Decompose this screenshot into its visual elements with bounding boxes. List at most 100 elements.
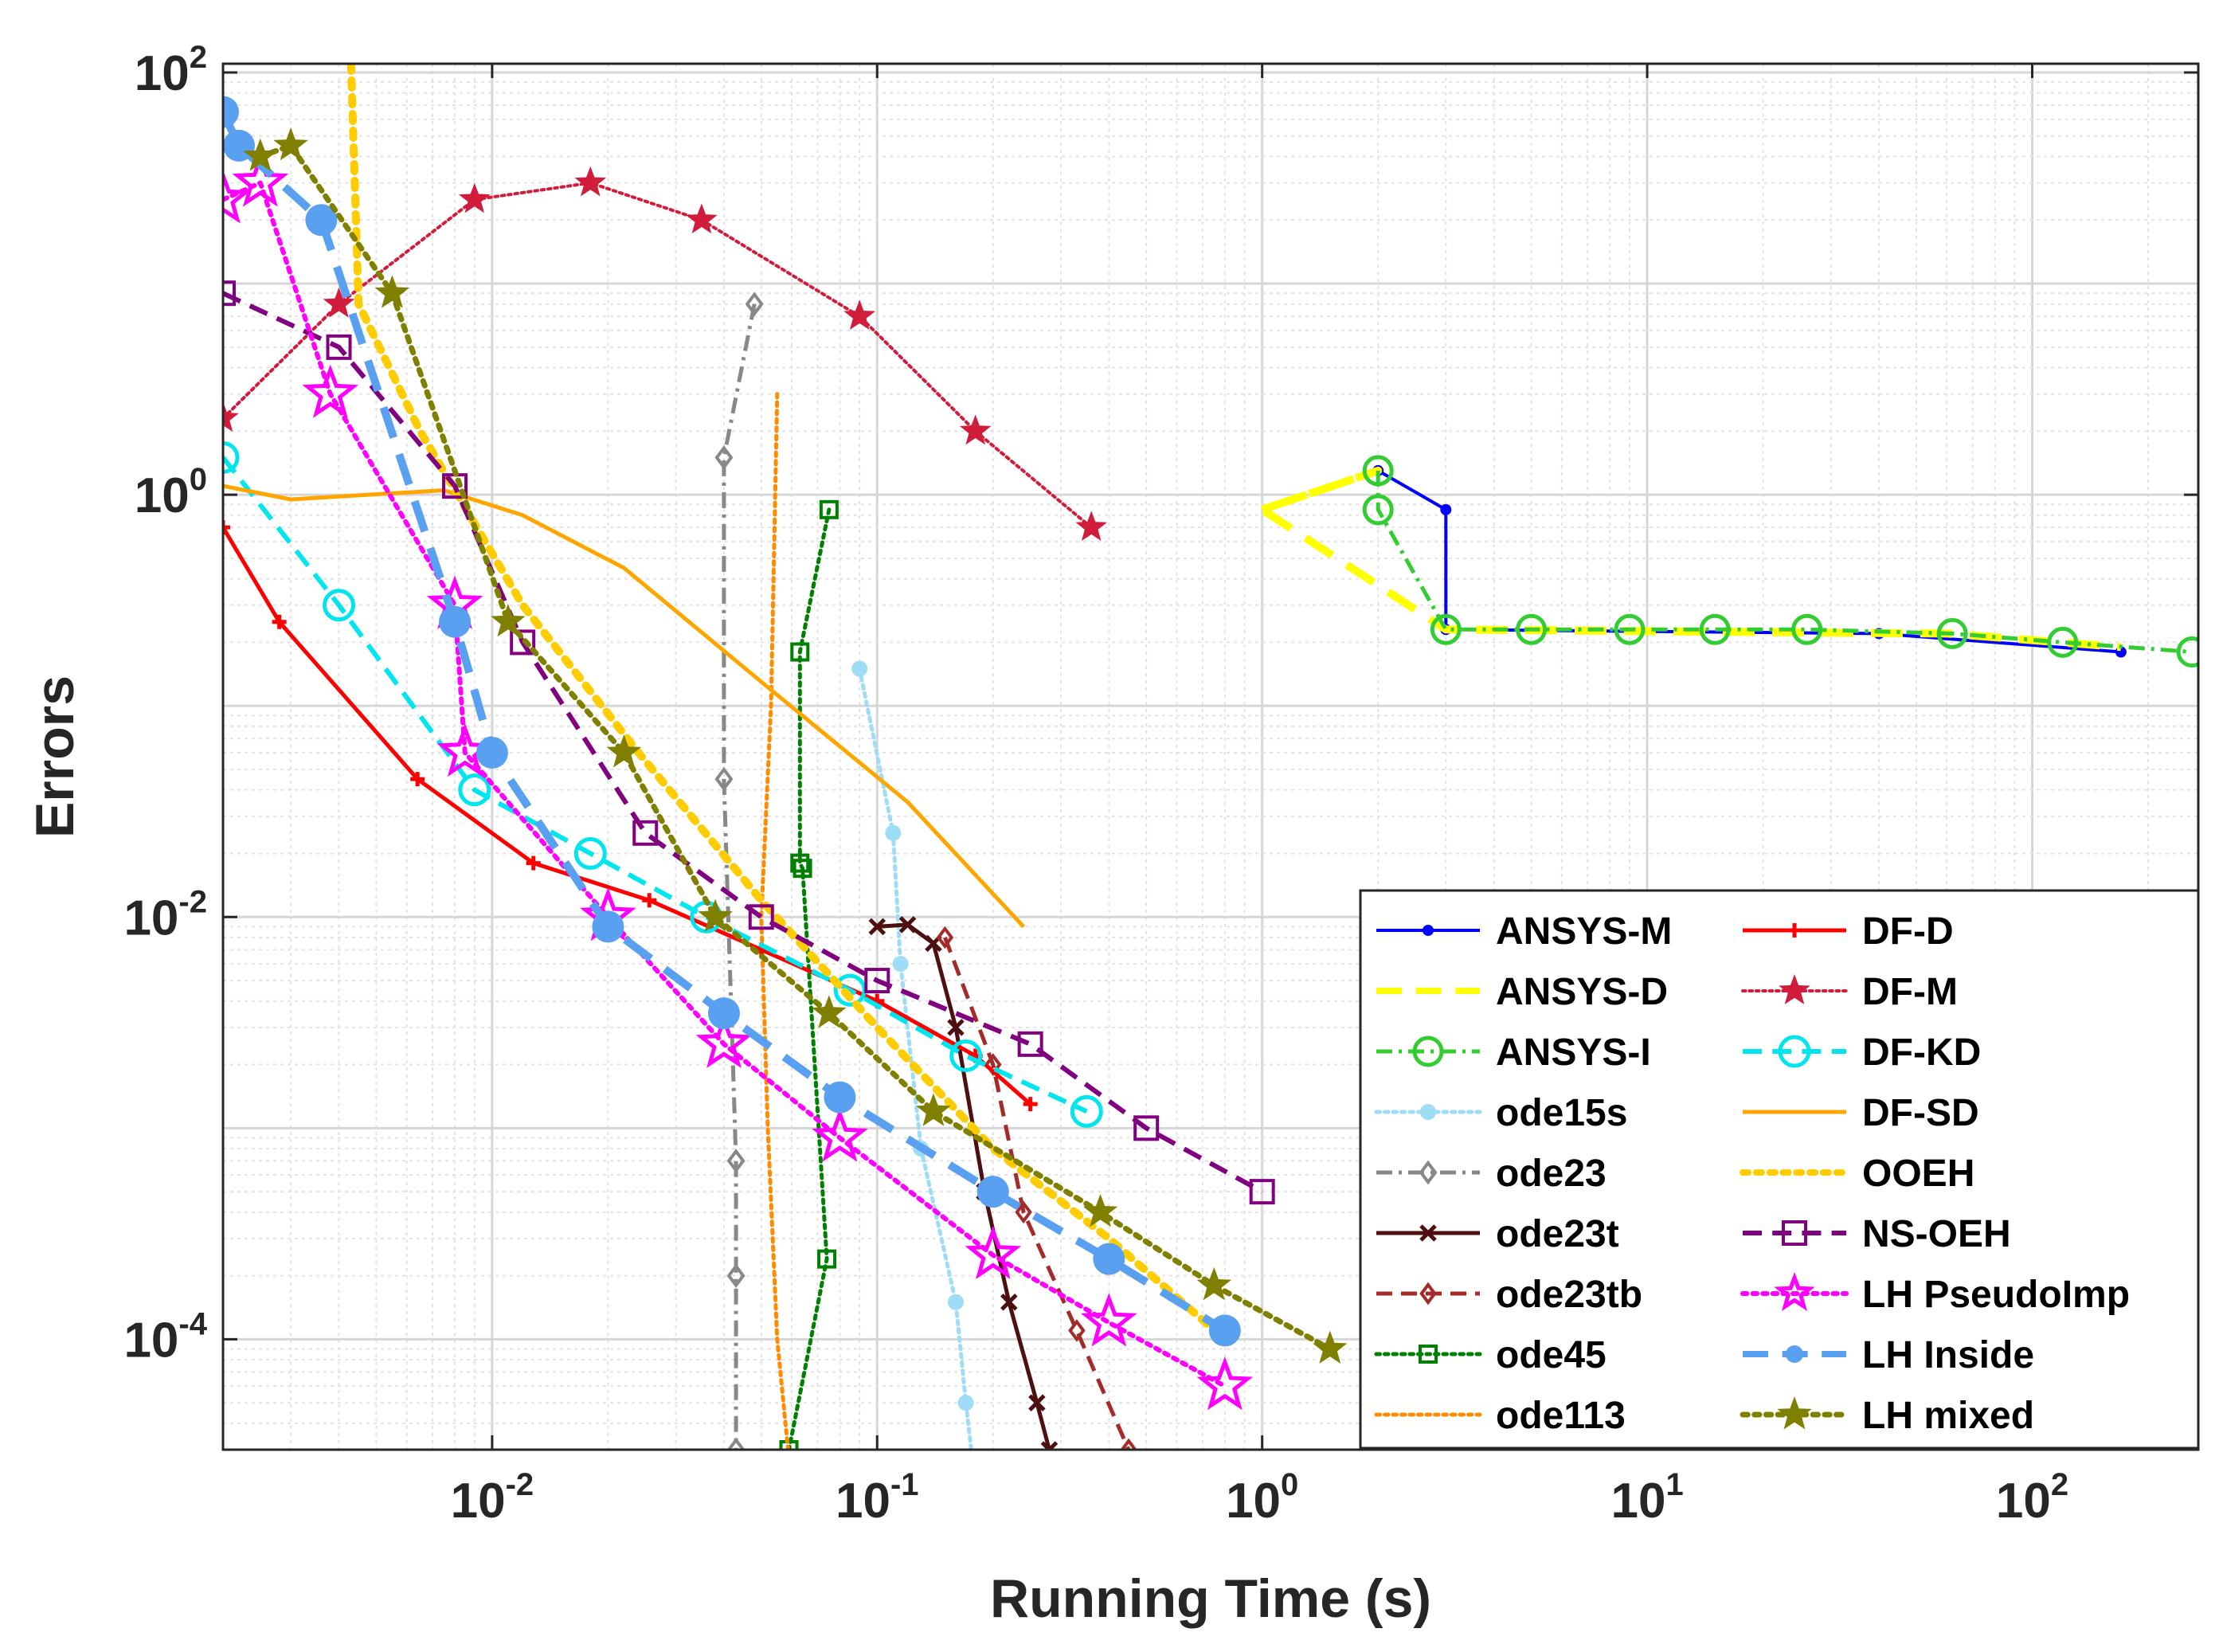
data-point-ode23 xyxy=(726,1149,746,1173)
data-point-ode23 xyxy=(726,1263,746,1288)
data-point-ode45 xyxy=(792,859,812,879)
data-point-lh-mixed xyxy=(1082,1193,1118,1227)
data-point-df-d xyxy=(526,855,541,871)
legend-marker xyxy=(1778,1035,1811,1068)
data-point-df-d xyxy=(223,520,230,535)
data-point-lh-inside xyxy=(223,96,239,128)
data-point-lh-inside xyxy=(475,736,508,769)
data-point-lh-pseudoimp xyxy=(302,364,359,418)
data-point-ode15s xyxy=(885,824,902,841)
legend-label: DF-KD xyxy=(1862,1032,1981,1074)
series-ode23t xyxy=(868,916,1059,1450)
data-point-ns-oeh xyxy=(748,904,774,930)
legend-label: NS-OEH xyxy=(1862,1213,2011,1255)
legend-item-ode23tb: ode23tb xyxy=(1376,1274,1642,1316)
legend-marker xyxy=(1782,1220,1807,1246)
data-point-lh-pseudoimp xyxy=(695,1014,753,1068)
legend-label: DF-SD xyxy=(1862,1092,1979,1134)
series-df-sd xyxy=(223,483,1025,929)
legend-marker xyxy=(1774,1271,1815,1311)
legend-item-ode23t: ode23t xyxy=(1376,1213,1619,1255)
legend-item-df-d: DF-D xyxy=(1743,910,1954,953)
x-axis-label: Running Time (s) xyxy=(990,1568,1431,1629)
y-tick-label: 10-4 xyxy=(123,1306,207,1368)
legend-label: OOEH xyxy=(1862,1153,1974,1195)
x-tick-label: 100 xyxy=(1226,1467,1298,1529)
series-lh-mixed xyxy=(243,127,1348,1364)
data-point-lh-inside xyxy=(439,605,472,638)
legend-label: LH Inside xyxy=(1862,1334,2034,1376)
legend-label: ode23tb xyxy=(1496,1274,1642,1316)
data-point-ansys-i xyxy=(1699,613,1731,645)
data-point-df-d xyxy=(410,772,425,787)
series-layer xyxy=(223,64,2198,1450)
data-point-lh-mixed xyxy=(698,898,733,932)
legend-label: DF-M xyxy=(1862,971,1958,1013)
data-point-ns-oeh xyxy=(1133,1115,1160,1141)
data-point-lh-inside xyxy=(305,204,338,237)
x-tick-label: 102 xyxy=(1996,1467,2068,1529)
series-line-ode23tb xyxy=(943,937,1131,1450)
data-point-ansys-i xyxy=(1430,613,1462,645)
data-point-ode23tb xyxy=(1120,1438,1137,1450)
legend-item-ansys-m: ANSYS-M xyxy=(1376,910,1672,953)
data-point-lh-mixed xyxy=(1313,1330,1348,1364)
series-line-ooeh xyxy=(346,64,1229,1344)
data-point-ode15s xyxy=(851,660,868,677)
legend-item-ode15s: ode15s xyxy=(1374,1092,1627,1134)
legend-marker xyxy=(1419,1282,1437,1306)
legend-item-lh-inside: LH Inside xyxy=(1743,1334,2034,1376)
series-ode23 xyxy=(714,292,764,1450)
legend-marker xyxy=(1787,923,1802,938)
x-tick-label: 10-1 xyxy=(836,1467,919,1529)
legend-box xyxy=(1359,889,2200,1450)
data-point-ode23tb xyxy=(1068,1319,1086,1342)
legend-label: ANSYS-D xyxy=(1496,971,1668,1013)
legend-item-df-m: DF-M xyxy=(1741,971,1958,1013)
data-point-lh-inside xyxy=(223,129,256,162)
data-point-lh-mixed xyxy=(491,603,526,637)
data-point-ns-oeh xyxy=(1017,1031,1043,1057)
data-point-ode23tb xyxy=(936,926,954,949)
data-point-df-d xyxy=(272,614,287,629)
data-point-ode15s xyxy=(947,1294,964,1310)
data-point-df-kd xyxy=(458,773,491,807)
grid xyxy=(222,64,2198,1450)
series-line-ns-oeh xyxy=(223,291,1264,1194)
legend-marker xyxy=(1419,1345,1438,1364)
data-point-lh-pseudoimp xyxy=(1081,1293,1137,1347)
legend: ANSYS-M ANSYS-D ANSYS-I ode15s ode23 ode23t od… xyxy=(1359,889,2200,1450)
data-point-df-m xyxy=(574,166,607,197)
data-point-df-m xyxy=(959,414,992,445)
data-point-df-m xyxy=(458,182,491,213)
series-ode113 xyxy=(759,392,790,1450)
data-point-df-m xyxy=(1075,511,1108,542)
data-point-ansys-i xyxy=(1362,494,1394,526)
legend-label: ode15s xyxy=(1496,1092,1627,1134)
data-point-ansys-i xyxy=(1791,613,1823,645)
data-point-lh-pseudoimp xyxy=(965,1225,1022,1279)
data-point-ode15s xyxy=(892,956,909,973)
data-point-ansys-i xyxy=(1362,455,1394,487)
series-line-ode45 xyxy=(787,507,832,1450)
data-point-df-kd xyxy=(223,440,240,474)
data-point-lh-pseudoimp xyxy=(232,153,289,207)
data-point-ode23t xyxy=(947,1019,965,1036)
legend-marker xyxy=(1419,1224,1437,1242)
data-point-df-kd xyxy=(833,973,867,1007)
data-point-df-d xyxy=(1023,1097,1038,1112)
data-point-lh-inside xyxy=(1208,1314,1241,1347)
data-point-ns-oeh xyxy=(1249,1179,1275,1205)
data-point-ansys-i xyxy=(2176,636,2198,668)
legend-label: ANSYS-M xyxy=(1496,910,1672,953)
data-point-ns-oeh xyxy=(864,968,890,994)
data-point-lh-pseudoimp xyxy=(223,170,252,224)
data-point-ode23 xyxy=(714,766,734,792)
data-point-lh-inside xyxy=(707,997,740,1030)
data-point-df-kd xyxy=(573,836,607,870)
legend-marker xyxy=(1419,1160,1438,1185)
legend-item-ansys-i: ANSYS-I xyxy=(1376,1032,1651,1074)
legend-item-df-kd: DF-KD xyxy=(1743,1032,1981,1074)
data-point-df-kd xyxy=(1070,1094,1103,1128)
legend-label: ode23t xyxy=(1496,1213,1619,1255)
